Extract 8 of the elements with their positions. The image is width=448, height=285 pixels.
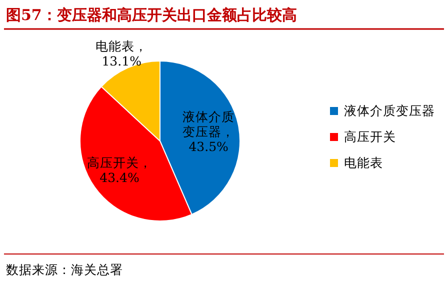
data-label: 高压开关，43.4% bbox=[87, 155, 152, 186]
data-label: 电能表，13.1% bbox=[96, 38, 148, 69]
source-note: 数据来源：海关总署 bbox=[6, 262, 123, 277]
data-label: 液体介质变压器，43.5% bbox=[182, 108, 235, 154]
legend-label: 高压开关 bbox=[344, 129, 396, 144]
chart-title: 图57：变压器和高压开关出口金额占比较高 bbox=[6, 6, 297, 24]
legend-label: 液体介质变压器 bbox=[344, 103, 435, 118]
legend-label: 电能表 bbox=[344, 155, 383, 170]
